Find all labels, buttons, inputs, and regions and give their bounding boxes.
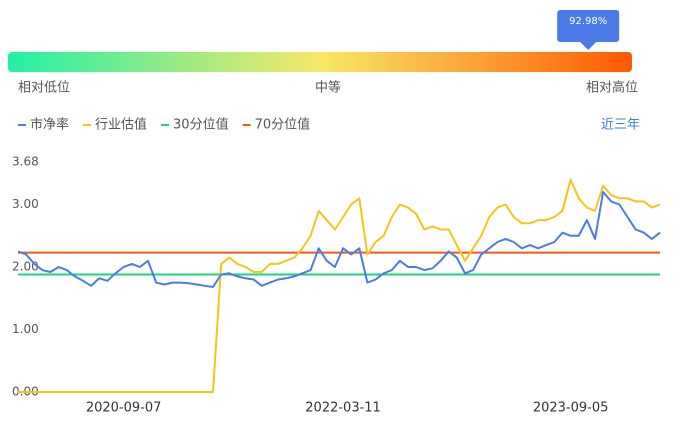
series-line [18, 178, 661, 393]
gauge-bar [8, 52, 632, 72]
x-tick-label: 2023-09-05 [533, 401, 609, 416]
gauge-marker [557, 10, 620, 50]
x-tick-label: 2022-03-11 [305, 401, 381, 416]
series-line [17, 191, 661, 288]
range-link[interactable]: 近三年 [601, 118, 640, 133]
gauge-label: 中等 [315, 80, 341, 96]
y-tick-label: 1.00 [12, 322, 39, 336]
legend-label: 30分位值 [173, 117, 229, 133]
legend-label: 市净率 [30, 117, 69, 133]
x-tick-label: 2020-09-07 [86, 401, 162, 416]
y-tick-label: 3.00 [12, 197, 39, 211]
y-tick-label: 3.68 [12, 155, 39, 169]
gauge-label: 相对低位 [18, 81, 70, 96]
gauge-label: 相对高位 [586, 80, 638, 96]
legend-label: 70分位值 [255, 117, 311, 133]
gauge-labels: 相对低位 中等 相对高位 [18, 80, 638, 96]
legend-label: 行业估值 [95, 117, 147, 133]
y-tick-label: 2.00 [12, 260, 39, 274]
gauge-value: 92.98% [569, 16, 607, 27]
